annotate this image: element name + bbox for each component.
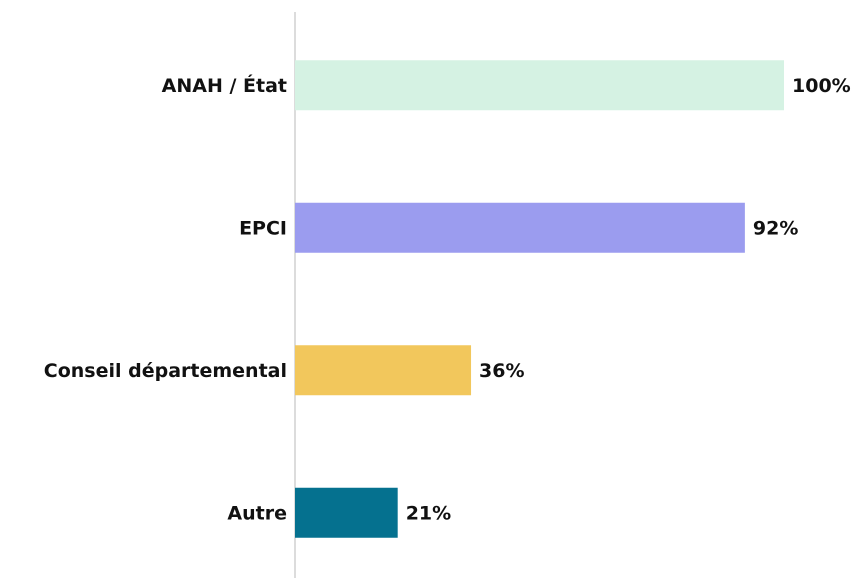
value-label: 92% xyxy=(753,217,798,239)
bar xyxy=(295,60,784,111)
category-label: ANAH / État xyxy=(162,74,287,97)
bar xyxy=(295,202,745,253)
value-label: 36% xyxy=(479,360,524,382)
bar xyxy=(295,487,398,538)
category-label: EPCI xyxy=(239,217,287,239)
bar xyxy=(295,345,472,396)
category-label: Autre xyxy=(227,502,287,524)
category-label: Conseil départemental xyxy=(44,360,287,382)
value-label: 21% xyxy=(406,502,451,524)
value-label: 100% xyxy=(792,75,851,97)
